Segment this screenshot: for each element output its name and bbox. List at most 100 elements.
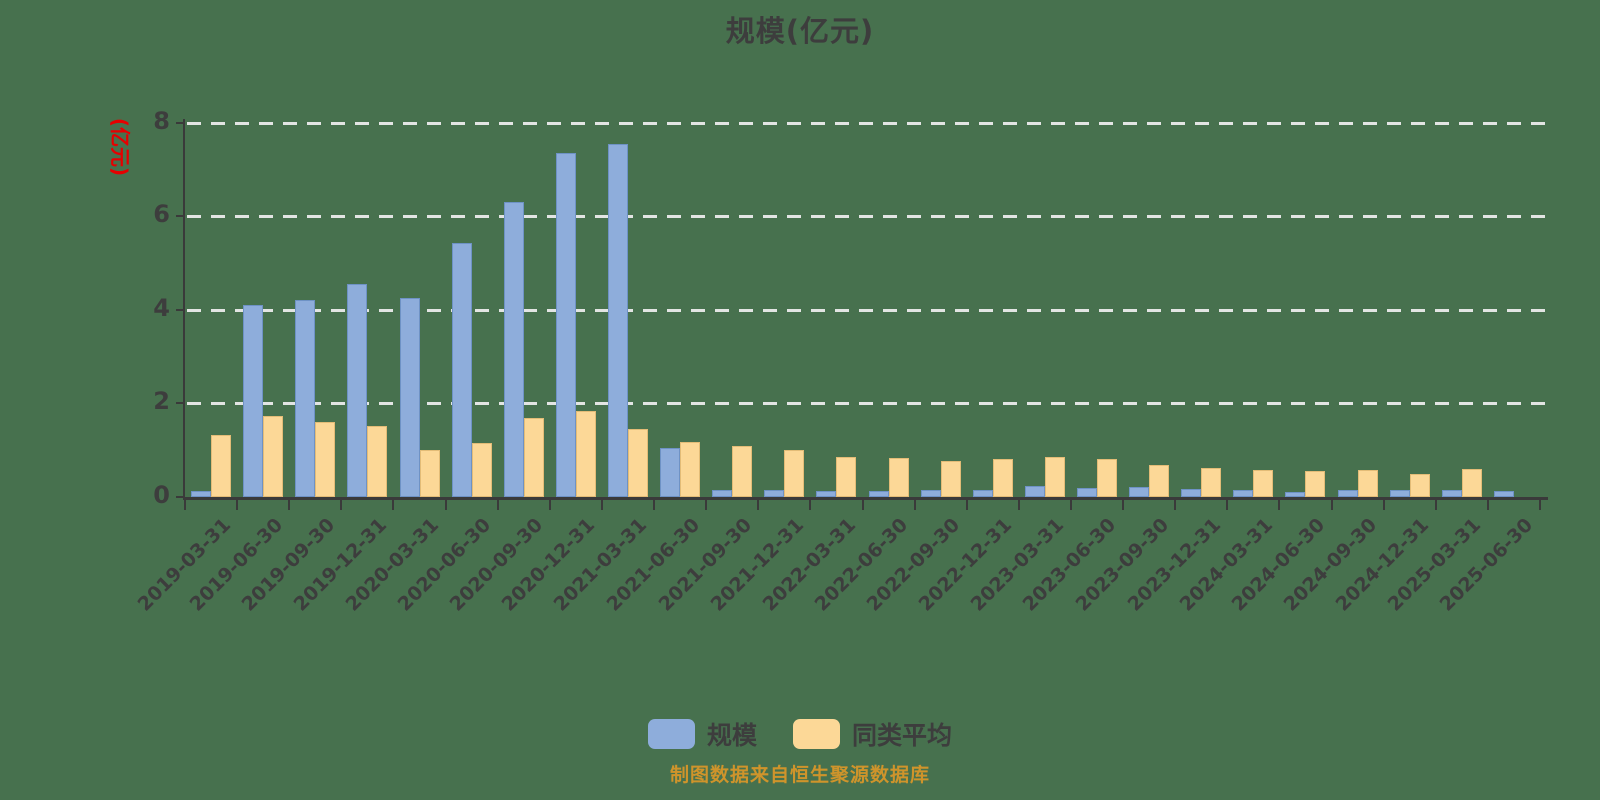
bar-同类平均-2024-09-30[interactable] xyxy=(1357,470,1378,497)
bar-规模-2020-03-31[interactable] xyxy=(399,298,420,497)
x-axis-tick xyxy=(1069,500,1072,510)
legend-swatch-scale xyxy=(647,719,695,749)
bar-同类平均-2024-12-31[interactable] xyxy=(1409,474,1430,497)
bar-规模-2024-09-30[interactable] xyxy=(1337,489,1358,497)
bar-同类平均-2021-09-30[interactable] xyxy=(732,445,753,497)
chart-title: 规模(亿元) xyxy=(725,14,875,48)
bar-规模-2019-06-30[interactable] xyxy=(243,305,264,497)
x-axis-tick xyxy=(1174,500,1177,510)
x-axis-tick xyxy=(392,500,395,510)
x-axis-tick xyxy=(861,500,864,510)
y-axis-label-8: 8 xyxy=(153,106,170,135)
x-axis-tick xyxy=(1382,500,1385,510)
bar-规模-2020-06-30[interactable] xyxy=(451,243,472,497)
gridline-8 xyxy=(187,121,1550,125)
bar-规模-2024-06-30[interactable] xyxy=(1285,491,1306,497)
legend-item-peer-average[interactable]: 同类平均 xyxy=(793,716,952,752)
x-axis-tick xyxy=(184,500,186,510)
y-axis-tick-4 xyxy=(176,308,184,311)
bar-规模-2021-06-30[interactable] xyxy=(660,447,681,497)
x-axis-tick xyxy=(1017,500,1020,510)
bar-规模-2022-03-31[interactable] xyxy=(816,491,837,497)
x-axis-tick xyxy=(1539,500,1541,510)
y-axis-tick-6 xyxy=(176,215,184,218)
bar-规模-2025-03-31[interactable] xyxy=(1441,489,1462,497)
gridline-6 xyxy=(187,215,1550,219)
bar-同类平均-2022-12-31[interactable] xyxy=(992,458,1013,497)
bar-同类平均-2019-06-30[interactable] xyxy=(263,416,284,497)
bar-规模-2023-06-30[interactable] xyxy=(1077,487,1098,497)
bar-同类平均-2025-03-31[interactable] xyxy=(1461,468,1482,497)
bar-同类平均-2023-06-30[interactable] xyxy=(1097,458,1118,497)
x-axis-tick xyxy=(757,500,760,510)
legend-label-peer-average: 同类平均 xyxy=(852,721,953,750)
x-axis-tick xyxy=(913,500,916,510)
bar-规模-2020-09-30[interactable] xyxy=(503,202,524,497)
bar-同类平均-2024-03-31[interactable] xyxy=(1253,470,1274,497)
y-axis-tick-2 xyxy=(176,402,184,405)
bar-规模-2019-09-30[interactable] xyxy=(295,300,316,497)
bar-规模-2020-12-31[interactable] xyxy=(555,152,576,497)
x-axis-tick xyxy=(600,500,603,510)
x-axis-tick xyxy=(1434,500,1437,510)
bar-规模-2025-06-30[interactable] xyxy=(1493,490,1514,497)
bar-同类平均-2023-09-30[interactable] xyxy=(1149,464,1170,497)
bar-规模-2023-03-31[interactable] xyxy=(1024,485,1045,497)
x-axis-tick xyxy=(965,500,968,510)
y-axis-label-0: 0 xyxy=(153,481,170,509)
bar-规模-2023-09-30[interactable] xyxy=(1129,487,1150,497)
x-axis-tick xyxy=(1122,500,1125,510)
bar-规模-2021-12-31[interactable] xyxy=(764,489,785,497)
x-axis-tick xyxy=(444,500,447,510)
x-axis-tick xyxy=(653,500,656,510)
bar-同类平均-2021-03-31[interactable] xyxy=(627,429,648,497)
bar-同类平均-2019-12-31[interactable] xyxy=(367,425,388,497)
bar-同类平均-2022-09-30[interactable] xyxy=(940,460,961,497)
x-axis-tick xyxy=(548,500,551,510)
x-axis-tick xyxy=(1226,500,1229,510)
x-axis-tick xyxy=(496,500,499,510)
x-axis-line xyxy=(183,497,1548,500)
bar-规模-2021-03-31[interactable] xyxy=(607,143,628,497)
bar-同类平均-2019-09-30[interactable] xyxy=(315,421,336,497)
bar-规模-2019-12-31[interactable] xyxy=(347,284,368,497)
bar-同类平均-2020-12-31[interactable] xyxy=(575,410,596,497)
x-axis-tick xyxy=(1278,500,1281,510)
x-axis-tick xyxy=(288,500,291,510)
bar-同类平均-2024-06-30[interactable] xyxy=(1305,471,1326,497)
gridline-2 xyxy=(187,402,1550,406)
y-axis-tick-0 xyxy=(176,496,184,498)
y-axis-label-2: 2 xyxy=(153,387,170,416)
bar-同类平均-2020-03-31[interactable] xyxy=(419,450,440,497)
y-axis-label-6: 6 xyxy=(153,200,170,229)
bar-规模-2023-12-31[interactable] xyxy=(1181,488,1202,497)
legend-swatch-peer-average xyxy=(793,719,840,749)
legend-item-scale[interactable]: 规模 xyxy=(647,716,757,752)
gridline-4 xyxy=(187,308,1550,312)
bar-规模-2021-09-30[interactable] xyxy=(712,489,733,497)
bar-同类平均-2022-06-30[interactable] xyxy=(888,457,909,497)
bar-规模-2024-03-31[interactable] xyxy=(1233,490,1254,497)
x-axis-tick xyxy=(1330,500,1333,510)
bar-规模-2024-12-31[interactable] xyxy=(1389,489,1410,497)
x-axis-tick xyxy=(340,500,343,510)
bar-同类平均-2021-06-30[interactable] xyxy=(680,441,701,497)
y-axis-label-4: 4 xyxy=(153,293,170,322)
bar-同类平均-2023-12-31[interactable] xyxy=(1201,467,1222,497)
x-axis-tick xyxy=(1486,500,1489,510)
bar-同类平均-2021-12-31[interactable] xyxy=(784,450,805,497)
bar-规模-2022-06-30[interactable] xyxy=(868,490,889,497)
bar-同类平均-2019-03-31[interactable] xyxy=(211,434,232,497)
bar-规模-2019-03-31[interactable] xyxy=(191,490,212,497)
bar-同类平均-2022-03-31[interactable] xyxy=(836,456,857,497)
legend-label-scale: 规模 xyxy=(706,721,757,750)
bar-同类平均-2023-03-31[interactable] xyxy=(1044,456,1065,497)
bar-同类平均-2020-09-30[interactable] xyxy=(523,418,544,497)
bar-规模-2022-12-31[interactable] xyxy=(972,489,993,497)
legend: 规模 同类平均 xyxy=(0,716,1600,752)
x-axis-label: 2025-06-30 xyxy=(1436,514,1538,616)
bar-规模-2022-09-30[interactable] xyxy=(920,489,941,497)
bar-同类平均-2020-06-30[interactable] xyxy=(471,442,492,497)
x-axis-tick xyxy=(705,500,708,510)
